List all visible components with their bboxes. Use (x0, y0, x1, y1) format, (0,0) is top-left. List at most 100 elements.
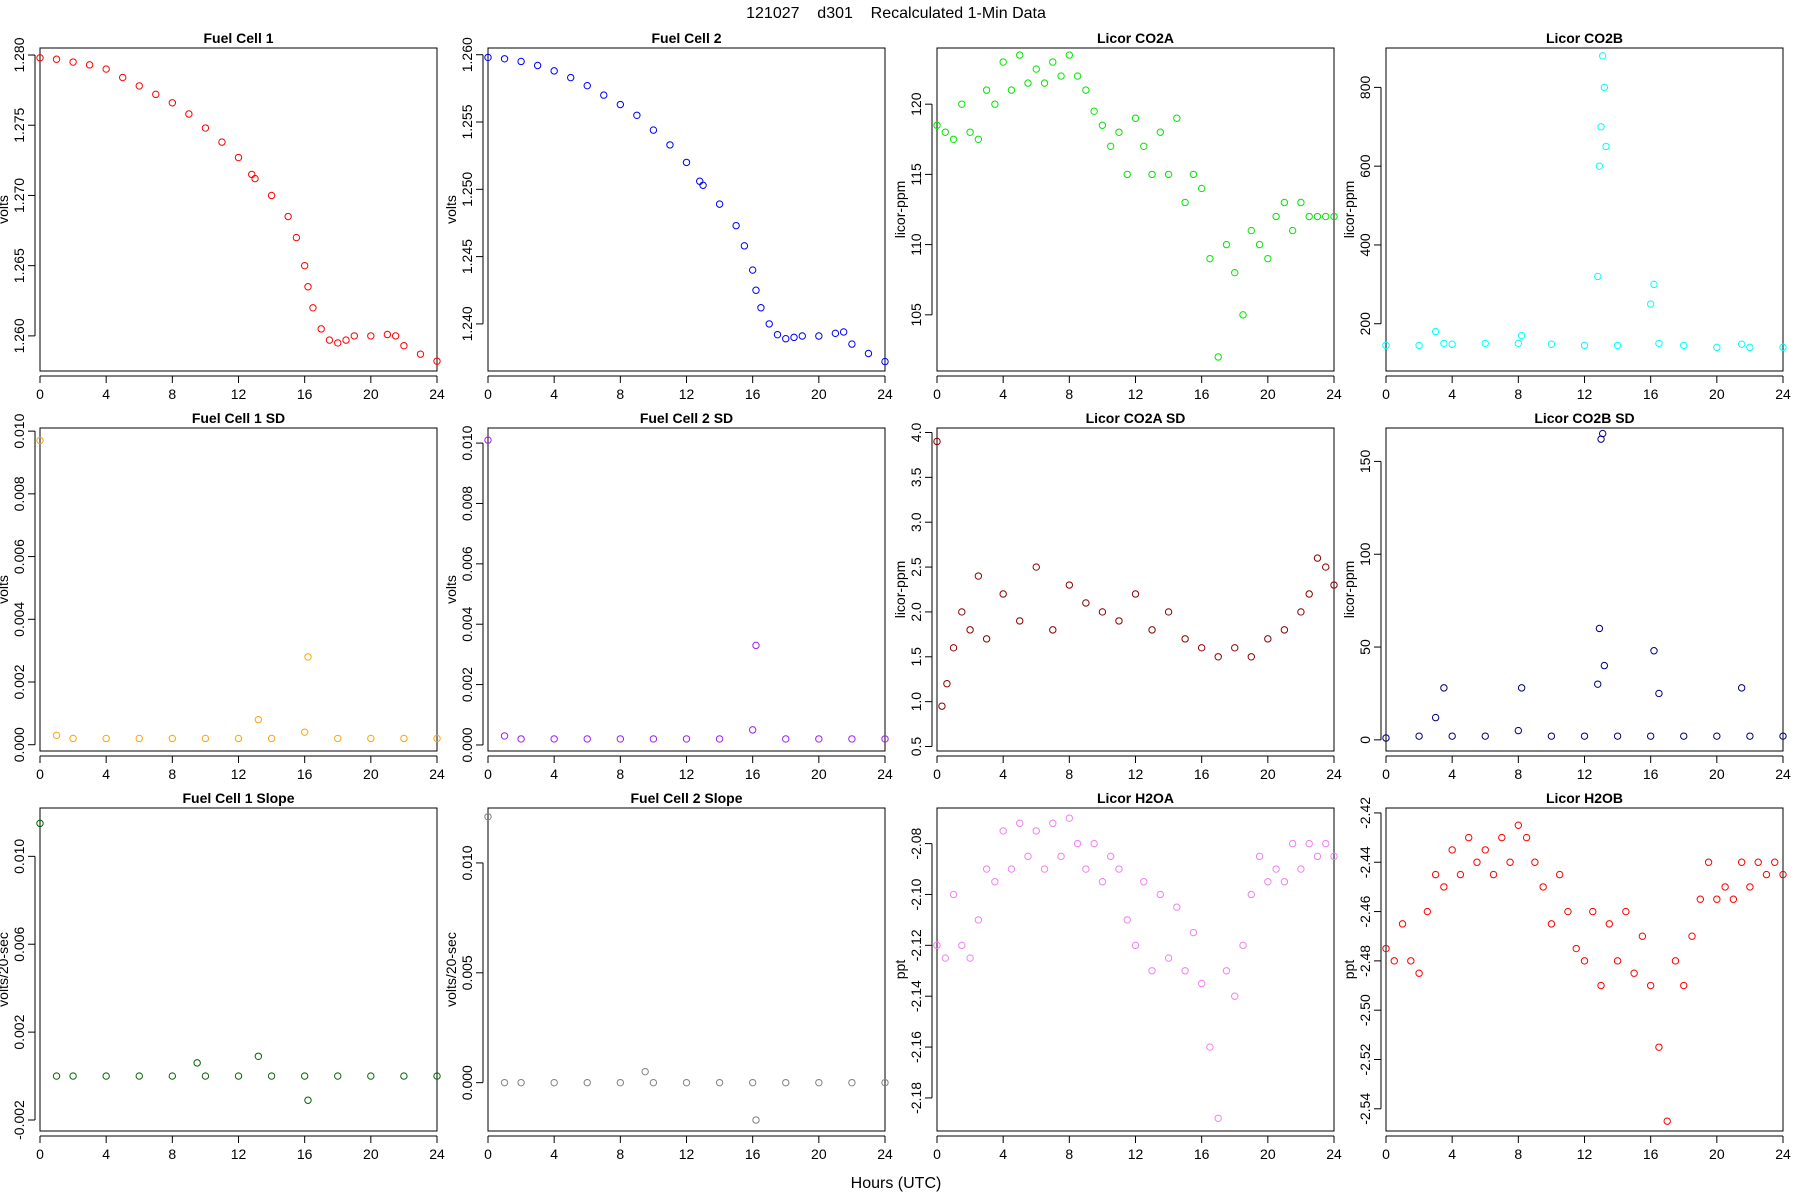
data-point (583, 1078, 591, 1087)
x-tick-label: 20 (1260, 766, 1276, 782)
data-point (1181, 635, 1189, 643)
x-tick-label: 4 (102, 1146, 110, 1162)
data-point (1297, 865, 1305, 873)
data-point (1680, 732, 1688, 740)
data-series (484, 813, 889, 1124)
data-point (1032, 563, 1040, 571)
data-point (1646, 732, 1655, 740)
data-point (1382, 341, 1390, 350)
data-point (949, 135, 958, 143)
data-point (1214, 653, 1222, 661)
data-point (1729, 895, 1738, 903)
plot-frame (936, 807, 1335, 1132)
data-point (1594, 272, 1602, 281)
data-point (933, 437, 941, 446)
data-point (1255, 240, 1264, 249)
data-point (815, 735, 823, 743)
data-point (999, 58, 1007, 66)
panel-title: Licor H2OB (1546, 790, 1623, 806)
data-point (69, 58, 77, 66)
data-point (1123, 916, 1131, 924)
data-point (254, 1052, 263, 1060)
data-point (752, 1116, 760, 1124)
data-point (1431, 870, 1440, 879)
data-point (1415, 732, 1423, 740)
data-point (1206, 1043, 1214, 1051)
data-point (881, 735, 889, 743)
data-point (1779, 343, 1787, 352)
x-tick-label: 0 (933, 1146, 941, 1162)
data-point (550, 67, 558, 75)
x-tick-label: 8 (1514, 386, 1522, 402)
x-tick-label: 4 (550, 386, 558, 402)
x-tick-label: 4 (550, 766, 558, 782)
data-point (649, 1078, 658, 1087)
x-tick-label: 12 (679, 766, 695, 782)
data-point (1181, 967, 1189, 975)
data-point (982, 865, 991, 873)
data-point (1646, 981, 1655, 990)
data-point (1264, 254, 1272, 263)
data-point (1115, 865, 1123, 873)
data-point (1181, 198, 1189, 207)
data-point (1522, 833, 1531, 842)
y-tick-label: 1.260 (459, 37, 475, 72)
data-point (1073, 839, 1082, 848)
data-point (1123, 170, 1131, 179)
x-tick-label: 8 (168, 386, 176, 402)
chart-panel: Licor CO2A 0 4 8 12 16 20 24 105 110 115 120 licor-p… (892, 30, 1342, 402)
y-tick-label: 1.5 (908, 647, 924, 667)
data-point (334, 1072, 342, 1080)
data-point (284, 212, 292, 221)
data-point (1514, 339, 1523, 348)
data-point (1255, 852, 1264, 861)
y-tick-label: 1.0 (908, 692, 924, 712)
data-point (600, 91, 608, 99)
data-point (168, 734, 177, 743)
data-point (757, 304, 765, 312)
data-point (500, 732, 509, 740)
y-tick-label: 100 (1357, 542, 1373, 566)
data-point (350, 332, 358, 340)
data-point (300, 1072, 309, 1080)
data-point (304, 283, 312, 291)
data-point (1746, 883, 1754, 891)
x-tick-label: 20 (1709, 386, 1725, 402)
x-tick-label: 20 (363, 766, 379, 782)
data-point (1440, 339, 1448, 348)
data-point (641, 1067, 649, 1076)
x-tick-label: 20 (1260, 1146, 1276, 1162)
data-series (1382, 429, 1787, 742)
data-point (1415, 969, 1423, 977)
y-tick-label: -2.46 (1357, 895, 1373, 927)
x-tick-label: 8 (168, 1146, 176, 1162)
panel-title: Fuel Cell 1 Slope (182, 790, 294, 806)
x-tick-label: 24 (429, 386, 445, 402)
data-point (1650, 647, 1658, 655)
data-point (1737, 340, 1746, 348)
y-tick-label: 120 (908, 92, 924, 116)
data-point (517, 1078, 525, 1087)
data-point (1164, 170, 1173, 179)
x-tick-label: 4 (550, 1146, 558, 1162)
data-point (102, 1072, 110, 1080)
x-tick-label: 24 (1326, 1146, 1342, 1162)
x-tick-label: 16 (1643, 386, 1659, 402)
data-point (1197, 979, 1206, 988)
data-point (1655, 1043, 1663, 1051)
data-point (1231, 268, 1239, 277)
data-point (218, 138, 226, 146)
data-point (782, 735, 790, 743)
data-point (1098, 878, 1107, 886)
panel-title: Licor CO2A (1097, 30, 1174, 46)
data-point (991, 100, 999, 108)
data-point (1189, 170, 1198, 179)
data-point (982, 86, 991, 94)
x-tick-label: 12 (1577, 766, 1593, 782)
data-point (1231, 992, 1239, 1000)
data-point (1297, 198, 1305, 207)
data-point (848, 735, 856, 743)
data-point (1214, 353, 1222, 361)
data-point (1613, 732, 1622, 740)
